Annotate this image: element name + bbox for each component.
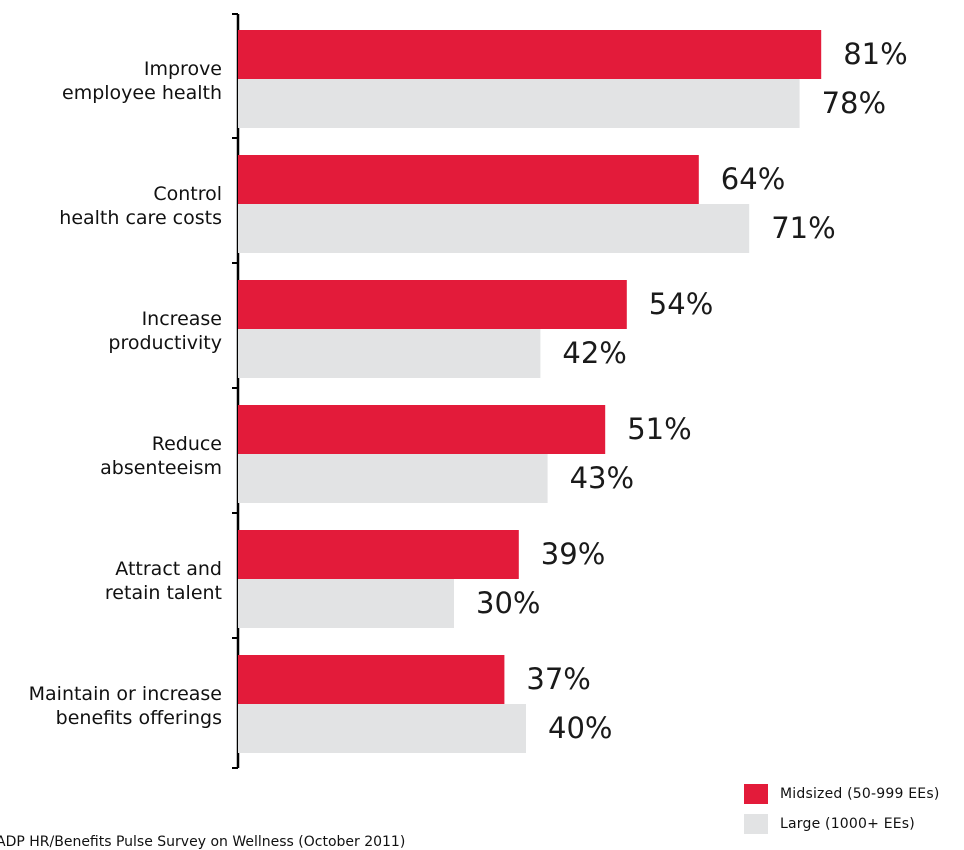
bar-midsized <box>238 280 627 329</box>
data-label: 42% <box>562 336 626 370</box>
category-label: Control health care costs <box>59 183 222 229</box>
category-label-line: absenteeism <box>100 457 222 479</box>
legend-item-midsized: Midsized (50-999 EEs) <box>744 784 940 804</box>
bar-large <box>238 204 750 253</box>
category-label-line: employee health <box>62 82 222 104</box>
category-label-line: health care costs <box>59 207 222 229</box>
bar-midsized <box>238 155 699 204</box>
category-label-line: Improve <box>144 58 222 80</box>
data-label: 78% <box>822 86 886 120</box>
data-label: 51% <box>627 412 691 446</box>
category-label: Maintain or increase benefits offerings <box>29 683 222 729</box>
category-label: Increase productivity <box>108 308 222 354</box>
category-label-line: benefits offerings <box>56 707 222 729</box>
bar-large <box>238 704 526 753</box>
legend-label-midsized: Midsized (50-999 EEs) <box>780 786 940 802</box>
category-label: Reduce absenteeism <box>100 433 222 479</box>
bar-midsized <box>238 530 519 579</box>
category-label-line: retain talent <box>105 582 222 604</box>
data-label: 39% <box>541 537 605 571</box>
bar-large <box>238 79 800 128</box>
category-label-line: Reduce <box>152 433 222 455</box>
category-label-line: Attract and <box>115 558 222 580</box>
bar-midsized <box>238 30 822 79</box>
data-label: 37% <box>526 662 590 696</box>
data-label: 54% <box>649 287 713 321</box>
data-label: 43% <box>570 461 634 495</box>
legend-label-large: Large (1000+ EEs) <box>780 816 915 832</box>
data-label: 40% <box>548 711 612 745</box>
category-label-line: productivity <box>108 332 222 354</box>
legend-swatch-midsized <box>744 784 768 804</box>
bar-midsized <box>238 405 606 454</box>
data-label: 64% <box>721 162 785 196</box>
legend-swatch-large <box>744 814 768 834</box>
category-label-line: Increase <box>142 308 222 330</box>
bar-large <box>238 454 548 503</box>
data-label: 81% <box>843 37 907 71</box>
legend: Midsized (50-999 EEs) Large (1000+ EEs) <box>744 784 940 844</box>
source-note: ADP HR/Benefits Pulse Survey on Wellness… <box>0 834 406 850</box>
data-label: 71% <box>771 211 835 245</box>
bar-midsized <box>238 655 505 704</box>
category-label: Improve employee health <box>62 58 222 104</box>
legend-item-large: Large (1000+ EEs) <box>744 814 940 834</box>
category-label-line: Control <box>153 183 222 205</box>
bar-large <box>238 329 541 378</box>
category-label-line: Maintain or increase <box>29 683 222 705</box>
category-label: Attract and retain talent <box>105 558 222 604</box>
data-label: 30% <box>476 586 540 620</box>
bar-large <box>238 579 454 628</box>
